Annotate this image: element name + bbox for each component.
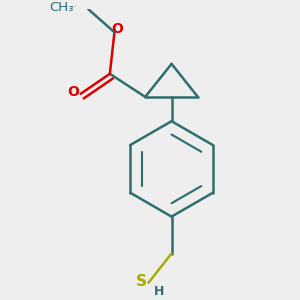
Text: O: O bbox=[67, 85, 79, 99]
Text: H: H bbox=[154, 285, 164, 298]
Text: methyl: methyl bbox=[72, 6, 77, 8]
Text: S: S bbox=[136, 274, 147, 290]
Text: CH₃: CH₃ bbox=[49, 1, 74, 14]
Text: O: O bbox=[111, 22, 123, 36]
